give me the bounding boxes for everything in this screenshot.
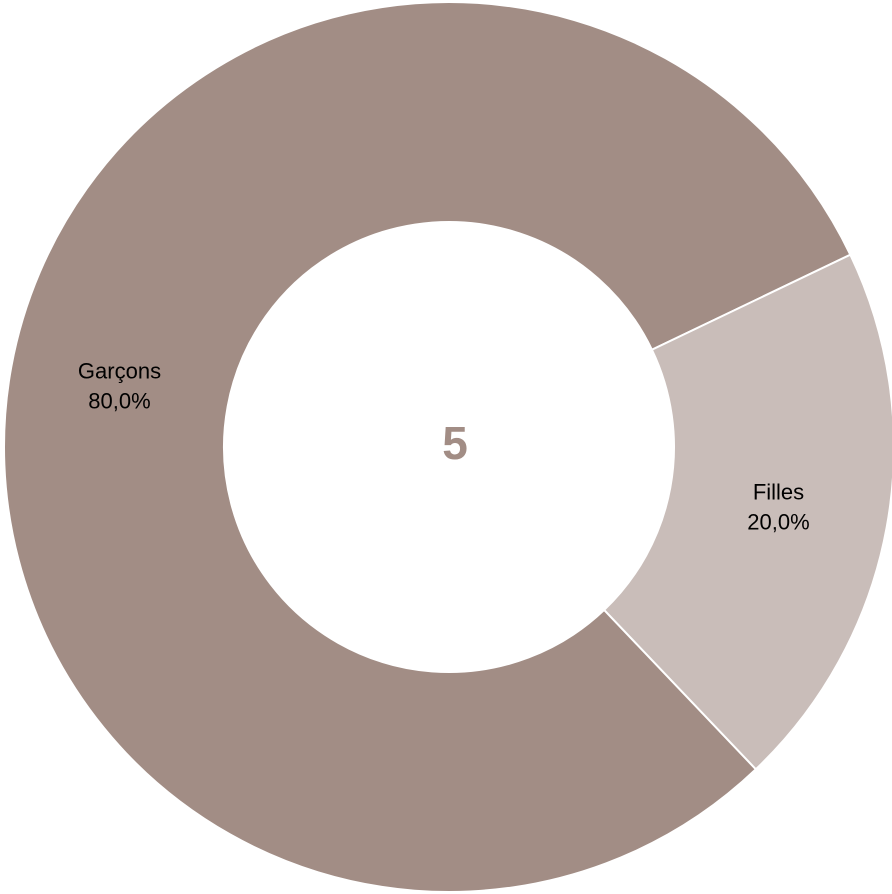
slice-category-label: Garçons: [78, 358, 161, 383]
slice-value-label: 80,0%: [88, 388, 150, 413]
donut-slice: [602, 253, 892, 771]
donut: [3, 1, 892, 893]
center-total: 5: [442, 417, 468, 469]
slice-category-label: Filles: [753, 479, 804, 504]
labels: Garçons 80,0% Filles 20,0%: [78, 358, 810, 534]
donut-slice: [3, 1, 852, 893]
slice-value-label: 20,0%: [747, 509, 809, 534]
